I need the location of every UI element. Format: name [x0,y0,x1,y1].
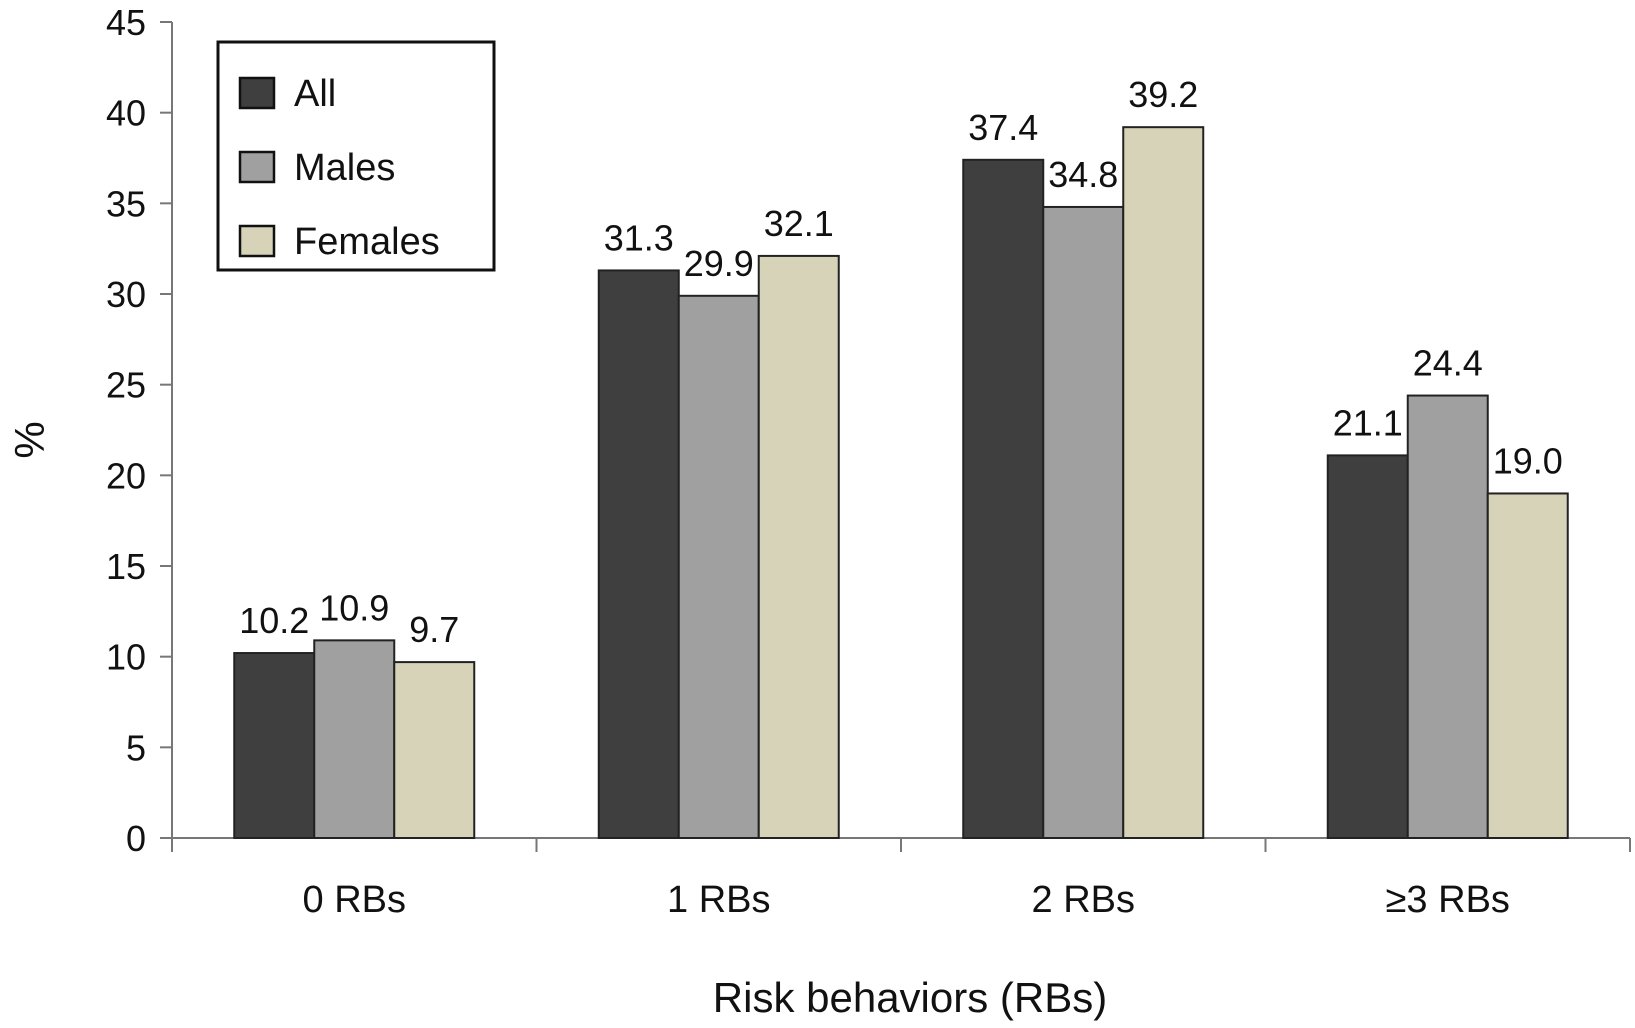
x-category-label: 0 RBs [303,879,406,921]
bar-females-1 [393,661,476,840]
y-tick-label: 45 [106,2,146,43]
data-label: 24.4 [1413,343,1483,384]
x-category-label: 1 RBs [667,879,770,921]
bar-females-4 [1486,492,1569,839]
data-label: 32.1 [764,203,834,244]
data-label: 34.8 [1048,154,1118,195]
legend-swatch-all [238,76,276,110]
bar-males-3 [1042,205,1125,839]
y-tick-label: 35 [106,183,146,224]
y-tick-label: 0 [126,818,146,859]
bar-males-4 [1406,394,1489,839]
legend-label-all: All [294,73,336,115]
bar-females-3 [1122,126,1205,839]
bar-all-1 [233,652,316,839]
y-tick-label: 25 [106,365,146,406]
data-label: 31.3 [604,217,674,258]
x-category-label: ≥3 RBs [1386,879,1510,921]
data-label: 10.9 [319,587,389,628]
legend-swatch-males [238,150,276,184]
y-axis-title: % [6,421,53,458]
x-axis-title: Risk behaviors (RBs) [713,974,1107,1021]
legend-label-males: Males [294,147,395,189]
data-label: 21.1 [1333,402,1403,443]
legend-label-females: Females [294,221,440,263]
bar-all-2 [597,269,680,839]
y-tick-label: 30 [106,274,146,315]
data-label: 9.7 [409,609,459,650]
y-tick-label: 5 [126,727,146,768]
data-label: 10.2 [239,600,309,641]
y-tick-label: 20 [106,455,146,496]
data-label: 19.0 [1493,440,1563,481]
bar-females-2 [757,254,840,840]
y-tick-label: 15 [106,546,146,587]
bar-all-4 [1326,454,1409,839]
bar-males-2 [677,294,760,839]
bar-males-1 [313,639,396,840]
legend-swatch-females [238,224,276,258]
data-label: 29.9 [684,243,754,284]
data-label: 37.4 [968,107,1038,148]
bar-all-3 [962,158,1045,839]
y-tick-label: 10 [106,637,146,678]
x-category-label: 2 RBs [1032,879,1135,921]
data-label: 39.2 [1128,74,1198,115]
y-tick-label: 40 [106,93,146,134]
